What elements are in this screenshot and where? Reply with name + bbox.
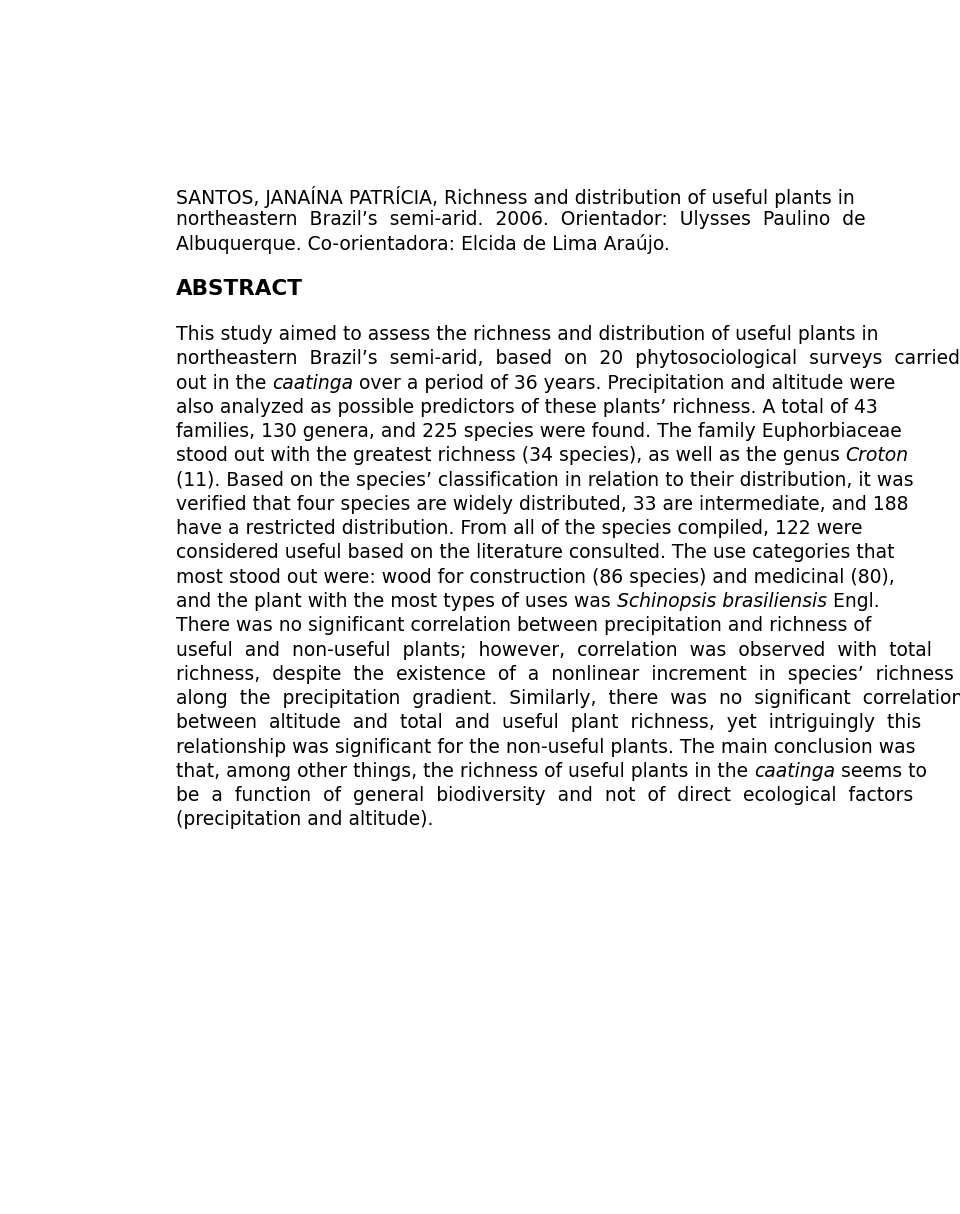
Text: (precipitation and altitude).: (precipitation and altitude). bbox=[176, 810, 433, 829]
Text: over a period of 36 years. Precipitation and altitude were: over a period of 36 years. Precipitation… bbox=[353, 374, 896, 392]
Text: caatinga: caatinga bbox=[754, 761, 835, 781]
Text: also analyzed as possible predictors of these plants’ richness. A total of 43: also analyzed as possible predictors of … bbox=[176, 398, 877, 416]
Text: Engl.: Engl. bbox=[827, 592, 879, 611]
Text: caatinga: caatinga bbox=[273, 374, 353, 392]
Text: most stood out were: wood for construction (86 species) and medicinal (80),: most stood out were: wood for constructi… bbox=[176, 568, 895, 586]
Text: considered useful based on the literature consulted. The use categories that: considered useful based on the literatur… bbox=[176, 544, 895, 562]
Text: along  the  precipitation  gradient.  Similarly,  there  was  no  significant  c: along the precipitation gradient. Simila… bbox=[176, 690, 960, 708]
Text: There was no significant correlation between precipitation and richness of: There was no significant correlation bet… bbox=[176, 617, 871, 635]
Text: Croton: Croton bbox=[846, 447, 909, 465]
Text: have a restricted distribution. From all of the species compiled, 122 were: have a restricted distribution. From all… bbox=[176, 520, 862, 538]
Text: northeastern  Brazil’s  semi-arid.  2006.  Orientador:  Ulysses  Paulino  de: northeastern Brazil’s semi-arid. 2006. O… bbox=[176, 210, 865, 229]
Text: be  a  function  of  general  biodiversity  and  not  of  direct  ecological  fa: be a function of general biodiversity an… bbox=[176, 785, 913, 805]
Text: stood out with the greatest richness (34 species), as well as the genus: stood out with the greatest richness (34… bbox=[176, 447, 846, 465]
Text: northeastern  Brazil’s  semi-arid,  based  on  20  phytosociological  surveys  c: northeastern Brazil’s semi-arid, based o… bbox=[176, 350, 960, 368]
Text: seems to: seems to bbox=[835, 761, 927, 781]
Text: SANTOS, JANAÍNA PATRÍCIA, Richness and distribution of useful plants in: SANTOS, JANAÍNA PATRÍCIA, Richness and d… bbox=[176, 186, 854, 208]
Text: verified that four species are widely distributed, 33 are intermediate, and 188: verified that four species are widely di… bbox=[176, 495, 908, 514]
Text: relationship was significant for the non-useful plants. The main conclusion was: relationship was significant for the non… bbox=[176, 738, 915, 756]
Text: families, 130 genera, and 225 species were found. The family Euphorbiaceae: families, 130 genera, and 225 species we… bbox=[176, 422, 901, 441]
Text: out in the: out in the bbox=[176, 374, 273, 392]
Text: between  altitude  and  total  and  useful  plant  richness,  yet  intriguingly : between altitude and total and useful pl… bbox=[176, 714, 921, 732]
Text: Schinopsis brasiliensis: Schinopsis brasiliensis bbox=[616, 592, 827, 611]
Text: that, among other things, the richness of useful plants in the: that, among other things, the richness o… bbox=[176, 761, 754, 781]
Text: useful  and  non-useful  plants;  however,  correlation  was  observed  with  to: useful and non-useful plants; however, c… bbox=[176, 641, 931, 659]
Text: Albuquerque. Co-orientadora: Elcida de Lima Araújo.: Albuquerque. Co-orientadora: Elcida de L… bbox=[176, 234, 669, 254]
Text: (11). Based on the species’ classification in relation to their distribution, it: (11). Based on the species’ classificati… bbox=[176, 471, 913, 489]
Text: richness,  despite  the  existence  of  a  nonlinear  increment  in  species’  r: richness, despite the existence of a non… bbox=[176, 665, 953, 683]
Text: This study aimed to assess the richness and distribution of useful plants in: This study aimed to assess the richness … bbox=[176, 325, 878, 345]
Text: and the plant with the most types of uses was: and the plant with the most types of use… bbox=[176, 592, 616, 611]
Text: ABSTRACT: ABSTRACT bbox=[176, 279, 302, 299]
